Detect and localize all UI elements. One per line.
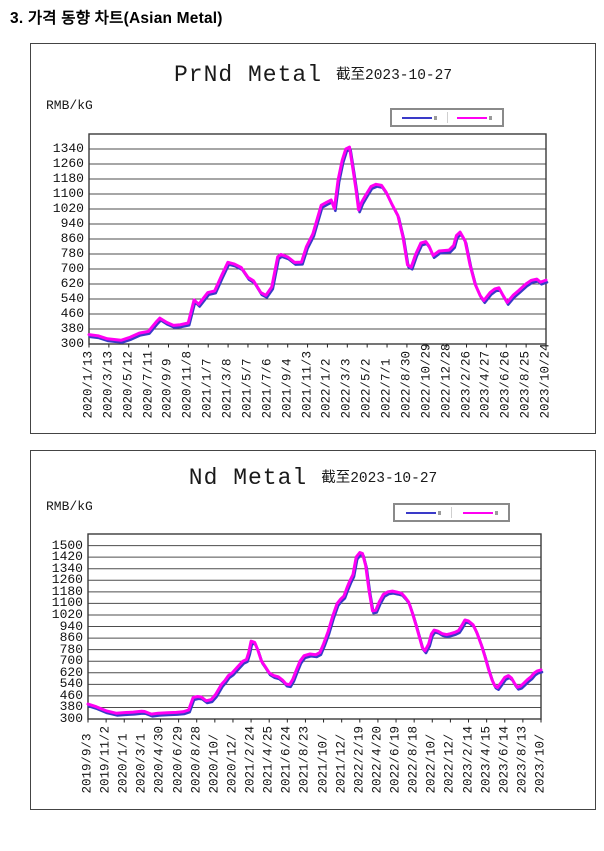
chart-title-row: PrNd Metal 截至2023-10-27 (31, 62, 595, 88)
y-tick-label: 1020 (51, 606, 83, 622)
y-tick-label: 1020 (52, 201, 84, 216)
y-axis-unit-label: RMB/kG (46, 98, 93, 113)
legend-item-series-2 (452, 510, 508, 515)
legend-label-mark (494, 510, 498, 515)
legend-label-mark (433, 115, 437, 120)
chart-title: PrNd Metal (173, 62, 322, 88)
legend (390, 108, 504, 127)
chart-as-of-date: 截至2023-10-27 (321, 471, 438, 487)
y-tick-label: 1500 (51, 537, 83, 553)
price-line-magenta (87, 145, 548, 342)
legend-divider (451, 507, 452, 518)
blue-line-swatch (405, 511, 436, 514)
y-tick-label: 540 (59, 676, 83, 692)
legend-divider (446, 112, 448, 123)
legend-label-mark (437, 510, 441, 515)
y-tick-label: 860 (60, 231, 84, 246)
y-tick-label: 700 (59, 653, 83, 669)
legend-item-series-2 (448, 115, 503, 120)
legend-label-mark (489, 115, 493, 120)
chart-title-row: Nd Metal 截至2023-10-27 (31, 465, 595, 491)
y-tick-label: 1260 (51, 572, 83, 588)
plot-border (88, 133, 547, 345)
chart-as-of-date: 截至2023-10-27 (336, 68, 453, 84)
y-tick-label: 700 (60, 261, 84, 276)
price-line-blue (87, 553, 544, 718)
y-tick-label: 940 (60, 216, 84, 231)
plot-border (87, 533, 542, 720)
y-tick-label: 380 (59, 699, 83, 715)
y-tick-label: 1260 (52, 156, 84, 171)
blue-line-swatch (401, 116, 432, 119)
magenta-line-swatch (457, 116, 488, 119)
y-tick-label: 1340 (52, 141, 84, 156)
y-axis-unit-label: RMB/kG (46, 499, 93, 514)
y-tick-label: 780 (59, 641, 83, 657)
y-tick-label: 1100 (51, 595, 83, 611)
page-title: 3. 가격 동향 차트(Asian Metal) (10, 10, 223, 27)
prnd-metal-chart: PrNd Metal 截至2023-10-27 RMB/kG 2020/1/13 2… (30, 43, 596, 434)
y-tick-label: 460 (59, 687, 83, 703)
chart-title: Nd Metal (188, 465, 308, 491)
y-tick-label: 380 (60, 321, 84, 336)
legend-item-series-1 (395, 510, 451, 515)
y-tick-label: 540 (60, 291, 84, 306)
y-tick-label: 1420 (51, 549, 83, 565)
y-tick-label: 1340 (51, 560, 83, 576)
y-tick-label: 620 (60, 276, 84, 291)
legend (393, 503, 510, 522)
plot-area (86, 533, 544, 723)
y-tick-label: 300 (60, 336, 84, 351)
price-line-magenta (86, 551, 543, 716)
plot-area (87, 133, 549, 348)
y-tick-label: 620 (59, 664, 83, 680)
legend-item-series-1 (392, 115, 447, 120)
report-page: { "page": { "heading": "3. 가격 동향 차트(Asia… (10, 10, 596, 810)
y-tick-label: 940 (59, 618, 83, 634)
y-tick-label: 860 (59, 630, 83, 646)
y-tick-label: 1100 (52, 186, 84, 201)
magenta-line-swatch (462, 511, 493, 514)
y-tick-label: 780 (60, 246, 84, 261)
y-tick-label: 1180 (51, 583, 83, 599)
y-tick-label: 1180 (52, 171, 84, 186)
y-tick-label: 460 (60, 306, 84, 321)
y-tick-label: 300 (59, 711, 83, 726)
nd-metal-chart: Nd Metal 截至2023-10-27 RMB/kG 2019/9/3 2019… (30, 450, 596, 810)
